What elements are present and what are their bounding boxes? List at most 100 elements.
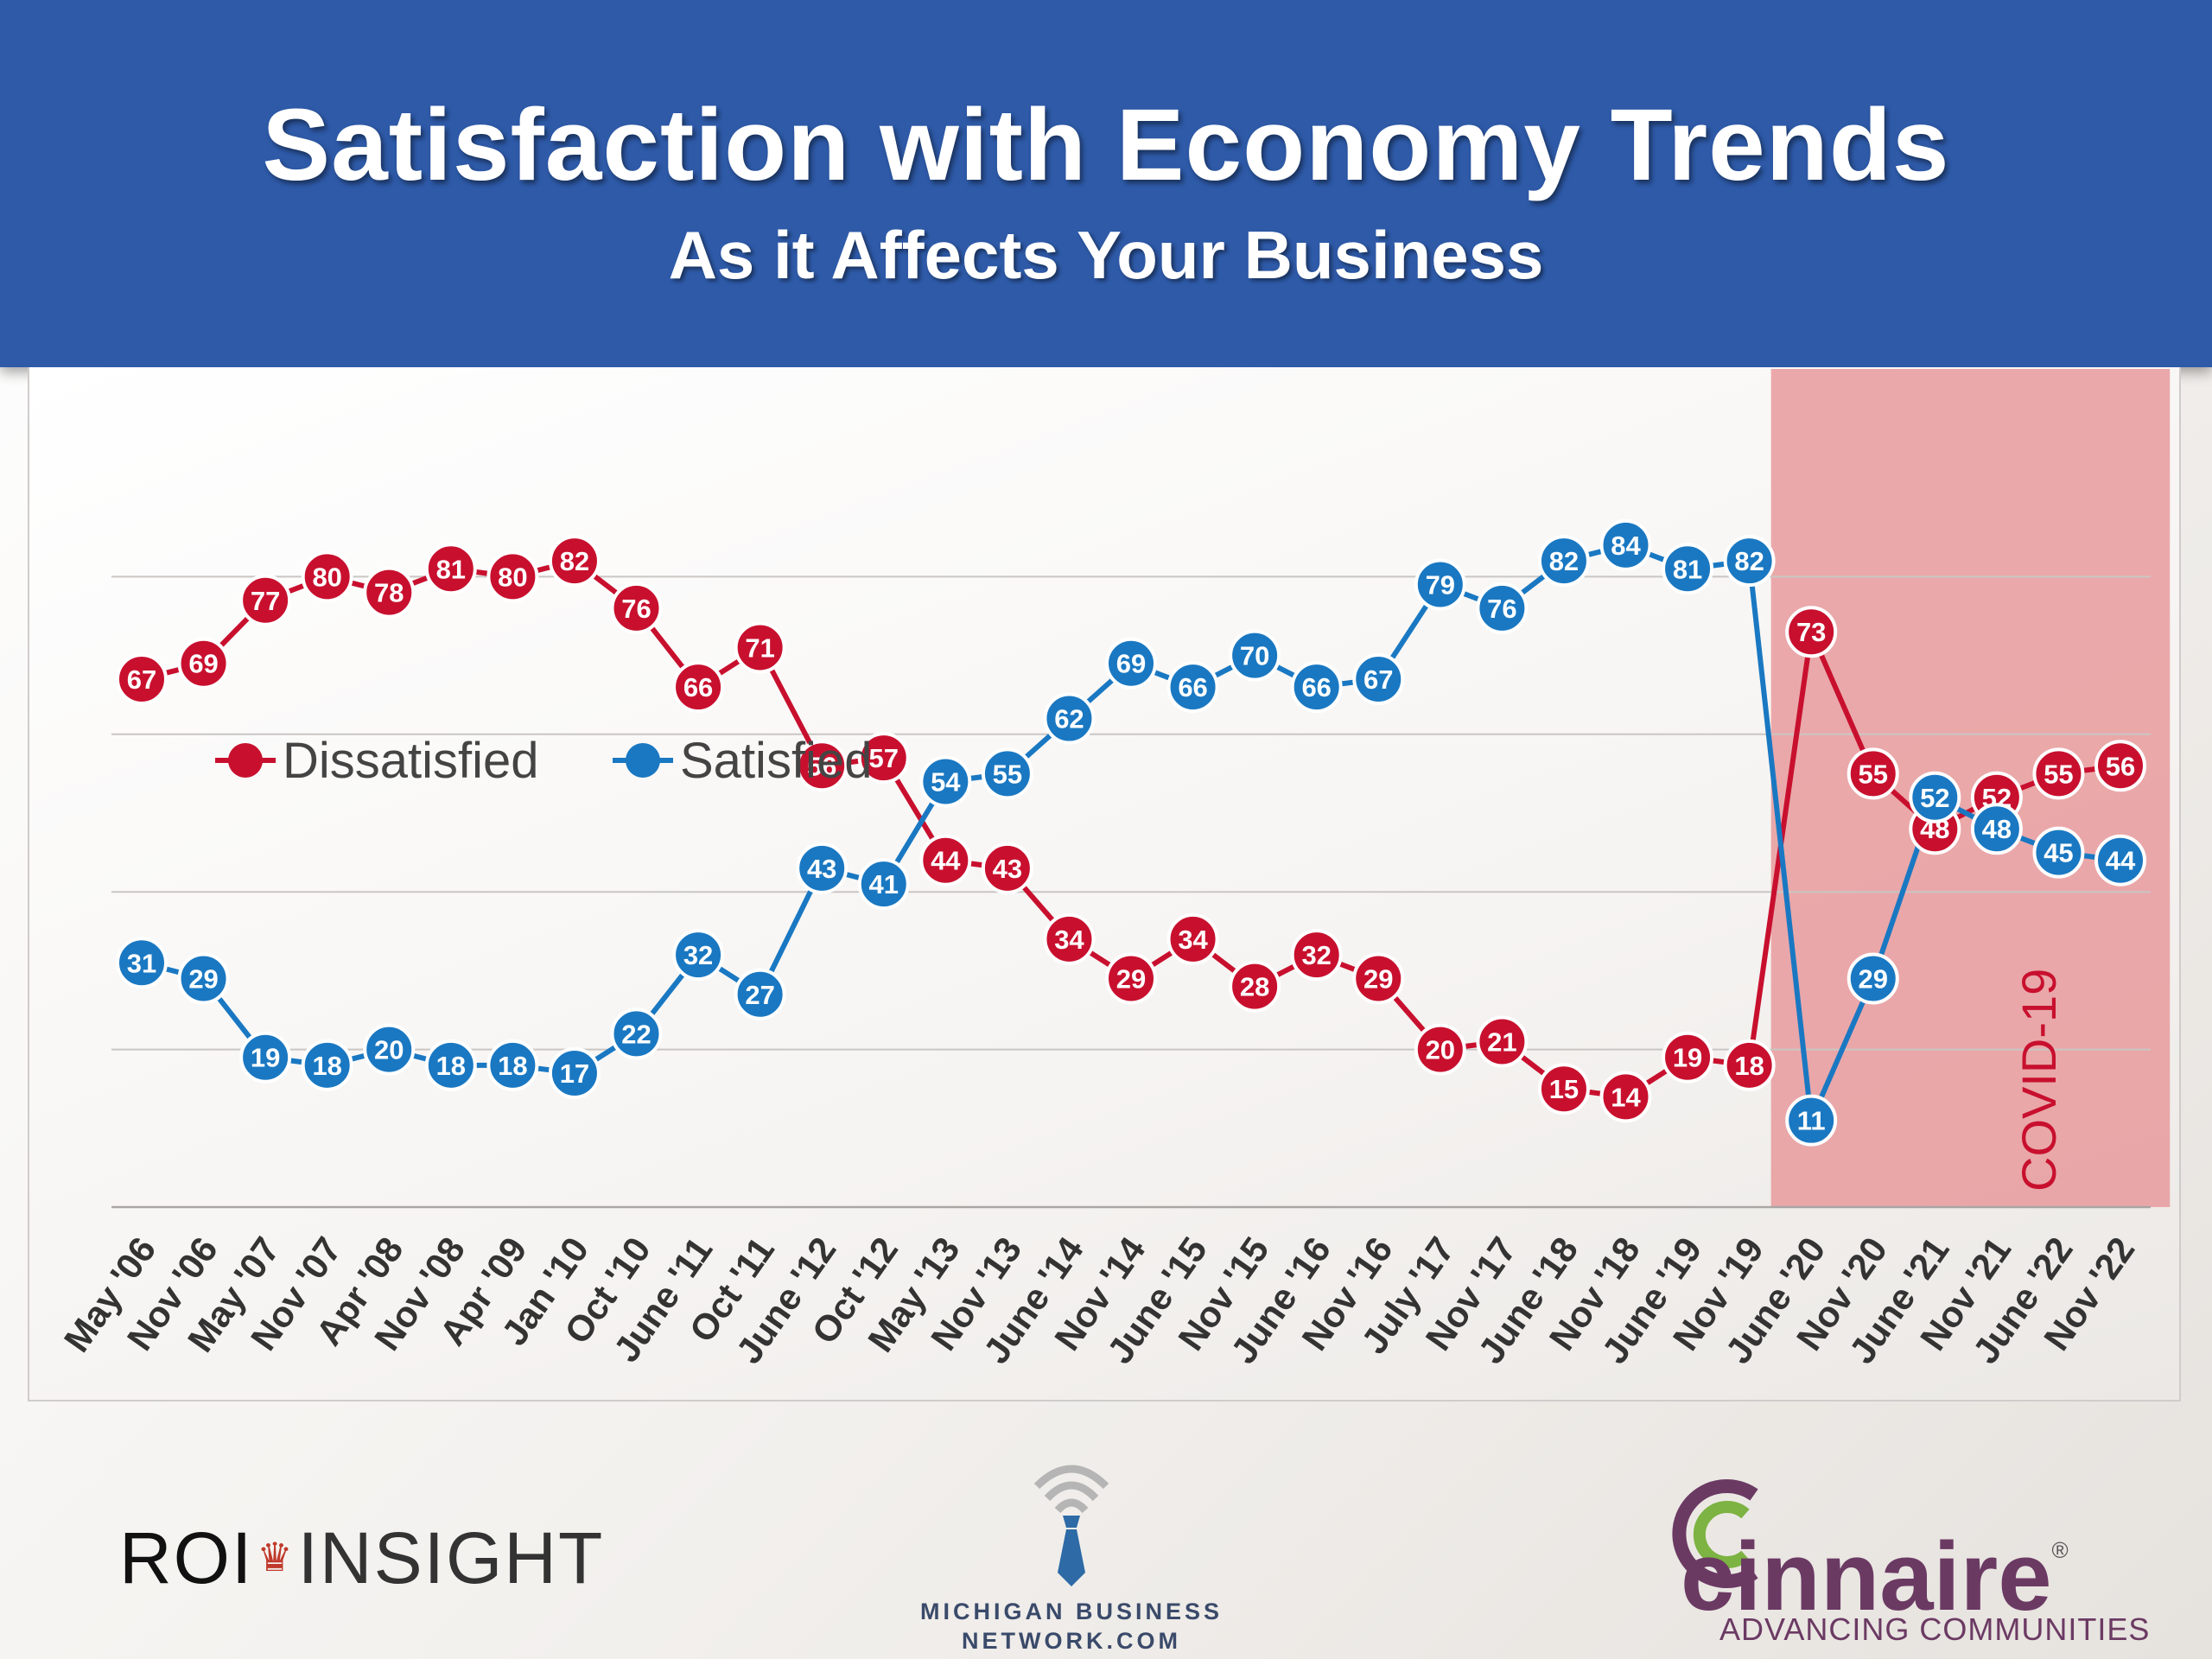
data-label: 80 [498,562,527,592]
data-point-dissatisfied: 34 [1043,912,1096,965]
data-label: 84 [1611,531,1641,561]
point-marker [1723,535,1776,588]
data-label: 20 [1426,1035,1455,1065]
data-point-satisfied: 66 [1166,661,1219,714]
data-label: 69 [1116,649,1146,679]
point-marker [424,1039,477,1091]
roi-logo-left: ROI [119,1517,254,1599]
point-marker [239,574,292,626]
point-marker [1599,1071,1652,1123]
data-point-satisfied: 54 [919,755,972,808]
data-label: 80 [312,562,341,592]
data-label: 32 [683,940,713,970]
point-marker [1537,535,1590,588]
legend-label: Satisfied [680,733,872,789]
data-point-satisfied: 66 [1290,661,1343,714]
data-point-dissatisfied: 67 [116,652,168,705]
cinnaire-tagline: ADVANCING COMMUNITIES [1719,1611,2151,1647]
data-label: 67 [1363,664,1393,695]
point-marker [981,842,1033,894]
mbn-line-2: NETWORK.COM [962,1628,1181,1654]
data-label: 62 [1054,704,1084,734]
cinnaire-swirl-icon [1672,1479,1758,1588]
data-point-satisfied: 31 [116,937,168,989]
point-marker [1352,952,1405,1005]
data-label: 19 [1673,1043,1702,1073]
point-marker [857,858,910,911]
data-point-satisfied: 67 [1352,652,1405,705]
data-label: 34 [1054,925,1084,955]
data-point-dissatisfied: 29 [1352,952,1405,1005]
data-point-dissatisfied: 20 [1414,1023,1466,1076]
data-point-dissatisfied: 43 [981,842,1033,894]
data-label: 55 [2044,759,2073,789]
point-marker [2094,834,2146,887]
data-point-dissatisfied: 14 [1599,1071,1652,1123]
data-label: 14 [1611,1082,1641,1112]
data-label: 19 [251,1043,280,1073]
data-label: 29 [1859,964,1888,995]
data-point-dissatisfied: 80 [301,550,353,603]
data-label: 56 [2106,751,2135,781]
covid-annotation: COVID-19 [2012,969,2066,1192]
data-label: 32 [1301,940,1331,970]
legend-label: Dissatisfied [283,733,539,789]
data-label: 66 [1301,672,1331,702]
point-marker [1414,558,1466,611]
cinnaire-name: cinnaire [1681,1522,2052,1630]
chart-title: Satisfaction with Economy Trends [262,88,1950,202]
data-point-dissatisfied: 78 [363,566,416,619]
data-point-dissatisfied: 44 [919,834,972,887]
point-marker [486,1039,539,1091]
data-label: 48 [1982,814,2012,844]
point-marker [1414,1023,1466,1076]
point-marker [1723,1039,1776,1091]
data-point-satisfied: 43 [796,842,849,894]
data-label: 76 [1487,594,1516,624]
point-marker [2032,747,2085,800]
point-marker [981,747,1033,800]
point-marker [1352,652,1405,705]
data-label: 21 [1487,1027,1516,1057]
point-marker [672,929,725,982]
data-point-dissatisfied: 66 [672,661,725,714]
point-marker [177,637,230,690]
data-point-dissatisfied: 55 [1847,747,1899,800]
data-label: 82 [1549,546,1579,576]
data-label: 11 [1797,1106,1826,1136]
data-label: 27 [745,980,774,1010]
data-label: 78 [374,578,404,608]
point-marker [116,937,168,989]
data-label: 43 [807,854,836,884]
data-label: 18 [312,1051,341,1081]
point-marker [919,834,972,887]
data-point-dissatisfied: 76 [610,582,663,634]
data-point-dissatisfied: 29 [1105,952,1157,1005]
data-point-satisfied: 52 [1909,771,1961,823]
point-marker [1909,771,1961,823]
data-point-satisfied: 76 [1476,582,1529,634]
data-point-satisfied: 41 [857,858,910,911]
cinnaire-registered-mark: ® [2051,1537,2069,1563]
data-label: 28 [1240,972,1269,1002]
point-marker [1847,747,1899,800]
data-point-satisfied: 20 [363,1023,416,1076]
data-point-satisfied: 22 [610,1007,663,1060]
data-label: 55 [993,759,1022,789]
data-point-dissatisfied: 81 [424,543,477,595]
data-point-satisfied: 29 [1847,952,1899,1005]
point-marker [1599,518,1652,571]
data-label: 55 [1859,759,1888,789]
data-point-satisfied: 18 [301,1039,353,1091]
data-point-satisfied: 82 [1537,535,1590,588]
point-marker [1476,582,1529,634]
point-marker [1847,952,1899,1005]
data-point-dissatisfied: 32 [1290,929,1343,982]
data-point-satisfied: 32 [672,929,725,982]
data-point-satisfied: 81 [1662,543,1714,595]
data-point-dissatisfied: 55 [2032,747,2085,800]
chart-frame: COVID-19 67 69 77 80 78 81 80 82 76 66 71 56 57 44 43 34… [28,367,2181,1402]
data-point-dissatisfied: 80 [486,550,539,603]
data-point-satisfied: 84 [1599,518,1652,571]
data-label: 44 [2106,846,2136,876]
